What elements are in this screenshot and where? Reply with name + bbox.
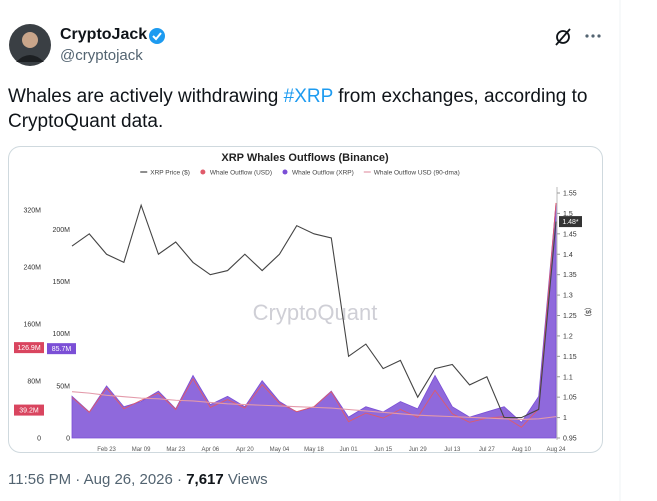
x-tick-label: Jun 01 [340, 447, 359, 453]
x-tick-label: Jun 15 [374, 447, 393, 453]
x-tick-label: Feb 23 [97, 447, 116, 453]
x-tick-label: Apr 06 [201, 447, 219, 453]
y-tick-label: 0 [37, 436, 41, 443]
chart-title: XRP Whales Outflows (Binance) [221, 152, 389, 164]
x-tick-label: Mar 09 [132, 447, 151, 453]
annotation-label: 85.7M [52, 346, 72, 353]
avatar-body [16, 55, 44, 62]
y3-tick-label: 150M [52, 279, 70, 286]
annotation-box [47, 343, 76, 355]
watermark: CryptoQuant [253, 300, 378, 325]
sep: · [75, 471, 81, 488]
y2-tick-label: 1.4 [563, 252, 573, 259]
sep: · [177, 471, 183, 488]
y-tick-label: 80M [27, 379, 41, 386]
legend-label: Whale Outflow (XRP) [292, 170, 354, 177]
more-icon[interactable] [585, 34, 601, 38]
media-frame[interactable] [8, 146, 603, 453]
y-tick-label: 160M [23, 322, 41, 329]
annotation-box [14, 342, 44, 354]
x-tick-label: Apr 20 [236, 447, 254, 453]
y-tick-label: 320M [23, 208, 41, 215]
y2-tick-label: 1.15 [563, 354, 577, 361]
legend-dot [200, 169, 206, 175]
post-meta: 11:56 PM · Aug 26, 2026 · 7,617 Views [8, 471, 268, 488]
x-tick-label: Jul 27 [479, 447, 496, 453]
x-tick-label: Mar 23 [166, 447, 185, 453]
text: Whales are actively withdrawing [8, 86, 284, 107]
text: from exchanges, according to CryptoQuant… [8, 86, 588, 132]
legend: XRP Price ($) Whale Outflow (USD) Whale Ou… [140, 169, 460, 177]
y3-tick-label: 50M [56, 383, 70, 390]
y3-tick-label: 100M [52, 331, 70, 338]
legend-dot [282, 169, 288, 175]
y3-tick-label: 0 [66, 436, 70, 443]
legend-label: XRP Price ($) [150, 170, 190, 177]
x-tick-label: Jul 13 [444, 447, 461, 453]
y2-tick-label: 1.45 [563, 231, 577, 238]
post-text: Whales are actively withdrawing #XRP fro… [8, 84, 598, 134]
y-tick-label: 240M [23, 265, 41, 272]
y3-tick-label: 200M [52, 227, 70, 234]
annotation-label: 1.48* [562, 219, 579, 226]
series-line [71, 203, 557, 419]
y2-tick-label: 1.1 [563, 374, 573, 381]
x-tick-label: Jun 29 [409, 447, 428, 453]
y2-tick-label: 0.95 [563, 436, 577, 443]
avatar-face [22, 32, 38, 48]
author-handle[interactable]: @cryptojack [60, 47, 143, 64]
x-tick-label: May 18 [304, 447, 324, 453]
views: 7,617 [186, 471, 224, 488]
x-tick-label: Aug 10 [512, 447, 532, 453]
y2-tick-label: 1.55 [563, 191, 577, 198]
annotation-box [14, 404, 44, 416]
date[interactable]: Aug 26, 2026 [83, 471, 173, 488]
author-name[interactable]: CryptoJack [60, 26, 148, 43]
y2-tick-label: 1.05 [563, 395, 577, 402]
y2-tick-label: 1.3 [563, 293, 573, 300]
verified-badge [149, 28, 165, 44]
annotation-label: 39.2M [19, 408, 39, 415]
annotation-label: 126.9M [17, 345, 41, 352]
annotation-box [559, 216, 582, 228]
y2-tick-label: 1.35 [563, 272, 577, 279]
hashtag[interactable]: #XRP [283, 86, 333, 107]
y2-tick-label: 1.25 [563, 313, 577, 320]
grok-icon[interactable] [555, 28, 571, 46]
y2-tick-label: 1.2 [563, 333, 573, 340]
legend-label: Whale Outflow (USD) [210, 170, 272, 177]
legend-label: Whale Outflow USD (90-dma) [374, 170, 460, 177]
time[interactable]: 11:56 PM [8, 471, 72, 488]
y2-tick-label: 1 [563, 415, 567, 422]
x-tick-label: May 04 [270, 447, 290, 453]
series-line [71, 391, 557, 421]
views-label: Views [227, 471, 268, 488]
y2-tick-label: 1.5 [563, 211, 573, 218]
x-tick-label: Aug 24 [546, 447, 566, 453]
y2-axis-label: ($) [584, 308, 591, 317]
series-line [71, 202, 557, 428]
